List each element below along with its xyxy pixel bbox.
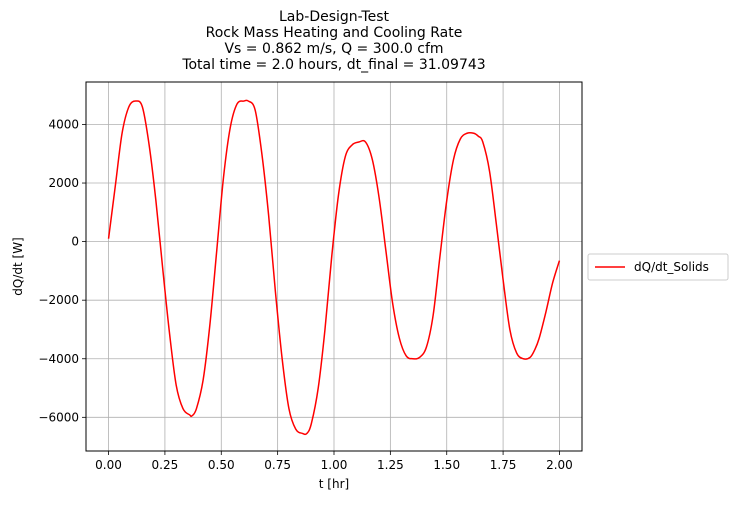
title-line: Vs = 0.862 m/s, Q = 300.0 cfm	[224, 41, 443, 57]
y-tick-label: 4000	[48, 117, 79, 131]
title-line: Rock Mass Heating and Cooling Rate	[206, 25, 463, 41]
y-tick-label: −6000	[38, 410, 79, 424]
legend: dQ/dt_Solids	[587, 253, 729, 281]
y-tick-label: 2000	[48, 176, 79, 190]
series-group	[107, 99, 561, 436]
x-tick-label: 1.75	[490, 458, 517, 472]
legend-box	[587, 253, 729, 281]
x-tick-label: 1.00	[321, 458, 348, 472]
y-tick-label: 0	[71, 235, 79, 249]
x-axis-ticks: 0.00 0.25 0.50 0.75 1.00 1.25 1.50 1.75 2.00	[95, 451, 573, 472]
x-tick-label: 1.50	[433, 458, 460, 472]
title-line: Lab-Design-Test	[279, 9, 390, 25]
legend-label: dQ/dt_Solids	[634, 260, 709, 274]
y-tick-label: −2000	[38, 293, 79, 307]
x-axis-label: t [hr]	[319, 477, 349, 491]
grid	[86, 82, 582, 451]
x-tick-label: 0.25	[152, 458, 179, 472]
x-tick-label: 0.00	[95, 458, 122, 472]
series-line-0	[107, 99, 561, 436]
x-tick-label: 0.50	[208, 458, 235, 472]
x-tick-label: 2.00	[546, 458, 573, 472]
x-tick-label: 1.25	[377, 458, 404, 472]
y-tick-label: −4000	[38, 352, 79, 366]
y-axis-ticks: −6000 −4000 −2000 0 2000 4000	[38, 117, 86, 424]
x-tick-label: 0.75	[264, 458, 291, 472]
title-line: Total time = 2.0 hours, dt_final = 31.09…	[181, 57, 485, 73]
y-axis-label: dQ/dt [W]	[11, 237, 25, 295]
